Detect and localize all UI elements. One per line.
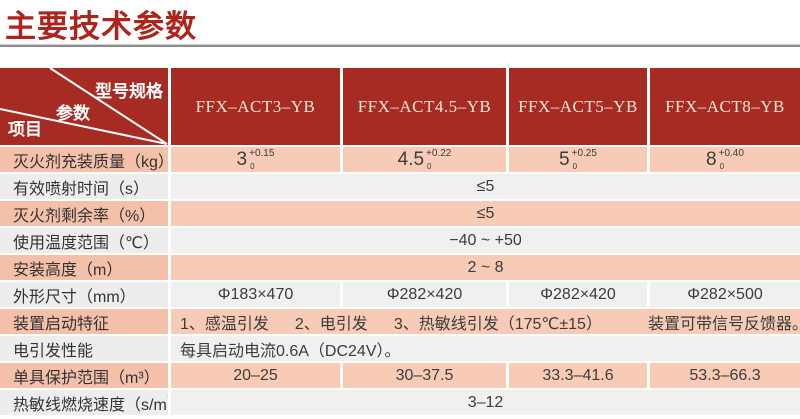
row-label: 电引发性能 — [0, 336, 168, 361]
tolerance-upper: +0.22 — [426, 147, 452, 159]
table-row-temperature-range: 使用温度范围（℃） −40 ~ +50 — [0, 228, 800, 255]
row-label: 灭火剂充装质量（kg） — [0, 147, 174, 172]
column-header-model-3: FFX–ACT5–YB — [506, 68, 647, 145]
row-label: 外形尺寸（mm） — [0, 282, 168, 307]
activation-part: 1、感温引发 — [180, 315, 269, 333]
column-header-model-2: FFX–ACT4.5–YB — [340, 68, 506, 145]
page-title: 主要技术参数 — [5, 9, 197, 44]
value-cell: 5 +0.25 0 — [506, 147, 647, 172]
column-header-model-1: FFX–ACT3–YB — [168, 68, 340, 145]
table-row-residual-rate: 灭火剂剩余率（%） ≤5 — [0, 201, 800, 228]
tolerance-upper: +0.40 — [718, 147, 744, 159]
merged-value-cell: 1、感温引发 2、电引发 3、热敏线引发（175℃±15） 装置可带信号反馈器。 — [168, 309, 800, 334]
value-cell: 53.3–66.3 — [647, 363, 800, 388]
row-label: 使用温度范围（℃） — [0, 228, 168, 253]
value-cell: 3 +0.15 0 — [168, 147, 340, 172]
merged-value-cell: ≤5 — [168, 201, 800, 226]
row-label: 安装高度（m） — [0, 255, 168, 280]
diagonal-lines — [0, 68, 168, 145]
table-row-protection-range: 单具保护范围（m³） 20–25 30–37.5 33.3–41.6 53.3–… — [0, 363, 800, 390]
tolerance-value: 8 +0.40 0 — [706, 148, 744, 172]
tolerance-upper: +0.25 — [571, 147, 597, 159]
activation-part: 装置可带信号反馈器。 — [647, 315, 800, 333]
value-cell: 20–25 — [168, 363, 340, 388]
tolerance-value: 5 +0.25 0 — [559, 148, 597, 172]
title-divider — [0, 44, 800, 47]
merged-value-cell: 3–12 — [168, 390, 800, 415]
tolerance-stack: +0.40 0 — [718, 147, 744, 171]
table-row-filling-mass: 灭火剂充装质量（kg） 3 +0.15 0 4.5 +0.22 0 — [0, 147, 800, 174]
table-row-install-height: 安装高度（m） 2 ~ 8 — [0, 255, 800, 282]
tolerance-upper: +0.15 — [249, 147, 275, 159]
activation-part: 3、热敏线引发（175℃±15） — [393, 315, 602, 333]
table-row-burning-speed: 热敏线燃烧速度（s/m） 3–12 — [0, 390, 800, 417]
tolerance-lower: 0 — [719, 161, 725, 171]
tolerance-lower: 0 — [572, 161, 578, 171]
merged-value-cell: 2 ~ 8 — [168, 255, 800, 280]
parameters-table: 型号规格 参数 项目 FFX–ACT3–YB FFX–ACT4.5–YB FFX… — [0, 68, 800, 417]
tolerance-stack: +0.15 0 — [249, 147, 275, 171]
column-header-model-4: FFX–ACT8–YB — [647, 68, 800, 145]
value-cell: Φ183×470 — [168, 282, 340, 307]
value-cell: 33.3–41.6 — [506, 363, 647, 388]
row-label: 灭火剂剩余率（%） — [0, 201, 168, 226]
table-row-electric-trigger: 电引发性能 每具启动电流0.6A（DC24V）。 — [0, 336, 800, 363]
header-corner-cell: 型号规格 参数 项目 — [0, 68, 168, 145]
tolerance-base: 5 — [559, 148, 570, 170]
value-cell: 4.5 +0.22 0 — [340, 147, 506, 172]
value-cell: Φ282×420 — [340, 282, 506, 307]
table-header-row: 型号规格 参数 项目 FFX–ACT3–YB FFX–ACT4.5–YB FFX… — [0, 68, 800, 147]
table-row-dimensions: 外形尺寸（mm） Φ183×470 Φ282×420 Φ282×420 Φ282… — [0, 282, 800, 309]
tolerance-base: 8 — [706, 148, 717, 170]
merged-value-cell: ≤5 — [168, 174, 800, 199]
merged-value-cell: −40 ~ +50 — [168, 228, 800, 253]
value-cell: Φ282×420 — [506, 282, 647, 307]
tolerance-base: 3 — [236, 148, 248, 170]
corner-label-model-spec: 型号规格 — [95, 82, 163, 101]
tolerance-stack: +0.22 0 — [426, 147, 452, 171]
value-cell: 30–37.5 — [340, 363, 506, 388]
row-label: 热敏线燃烧速度（s/m） — [0, 390, 183, 415]
row-label: 有效喷射时间（s） — [0, 174, 168, 199]
table-row-spray-time: 有效喷射时间（s） ≤5 — [0, 174, 800, 201]
corner-label-parameter: 参数 — [56, 104, 90, 123]
merged-value-cell: 每具启动电流0.6A（DC24V）。 — [168, 336, 800, 361]
tolerance-stack: +0.25 0 — [571, 147, 597, 171]
tolerance-base: 4.5 — [397, 148, 425, 170]
tolerance-lower: 0 — [250, 161, 255, 171]
tolerance-lower: 0 — [427, 161, 432, 171]
table-row-activation: 装置启动特征 1、感温引发 2、电引发 3、热敏线引发（175℃±15） 装置可… — [0, 309, 800, 336]
activation-part: 2、电引发 — [294, 315, 368, 333]
value-cell: Φ282×500 — [647, 282, 800, 307]
row-label: 装置启动特征 — [0, 309, 168, 334]
row-label: 单具保护范围（m³） — [0, 363, 168, 388]
corner-label-item: 项目 — [8, 120, 42, 139]
tolerance-value: 4.5 +0.22 0 — [398, 148, 452, 172]
tolerance-value: 3 +0.15 0 — [237, 148, 275, 172]
value-cell: 8 +0.40 0 — [647, 147, 800, 172]
